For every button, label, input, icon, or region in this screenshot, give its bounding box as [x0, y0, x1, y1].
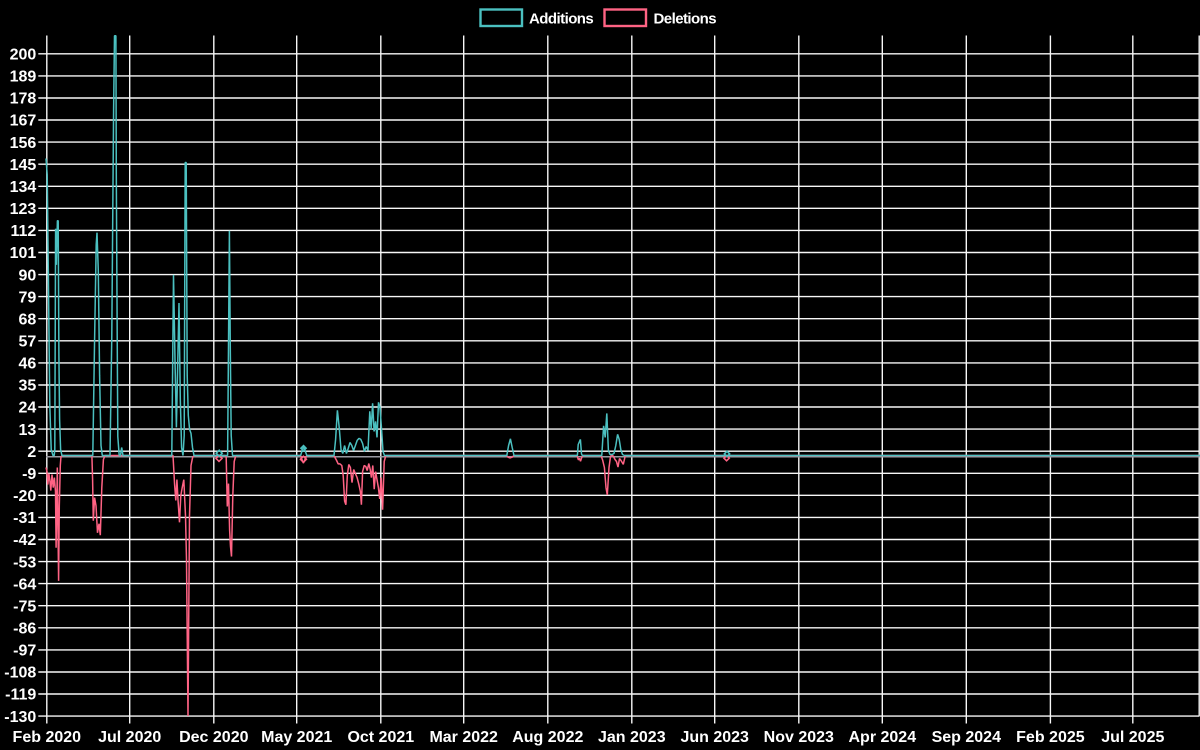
- svg-text:Apr 2024: Apr 2024: [849, 729, 917, 746]
- svg-text:2: 2: [27, 444, 36, 461]
- svg-text:Mar 2022: Mar 2022: [429, 729, 498, 746]
- svg-text:-64: -64: [13, 576, 36, 593]
- svg-text:145: 145: [10, 157, 37, 174]
- svg-text:Oct 2021: Oct 2021: [347, 729, 414, 746]
- svg-text:Nov 2023: Nov 2023: [764, 729, 834, 746]
- svg-text:-20: -20: [13, 488, 36, 505]
- svg-text:Feb 2020: Feb 2020: [13, 729, 82, 746]
- svg-text:May 2021: May 2021: [261, 729, 332, 746]
- svg-text:Jun 2023: Jun 2023: [680, 729, 749, 746]
- svg-text:Additions: Additions: [529, 10, 593, 27]
- svg-text:-119: -119: [5, 687, 36, 704]
- svg-text:200: 200: [10, 47, 37, 64]
- svg-text:123: 123: [10, 201, 37, 218]
- svg-text:178: 178: [10, 91, 37, 108]
- svg-text:68: 68: [19, 311, 37, 328]
- svg-text:Sep 2024: Sep 2024: [932, 729, 1001, 746]
- svg-text:24: 24: [19, 400, 37, 417]
- svg-text:Deletions: Deletions: [654, 10, 717, 27]
- svg-text:167: 167: [10, 113, 37, 130]
- svg-text:156: 156: [10, 135, 37, 152]
- svg-text:-130: -130: [4, 709, 36, 726]
- svg-text:112: 112: [10, 223, 36, 240]
- svg-text:-42: -42: [13, 532, 36, 549]
- svg-text:-97: -97: [13, 643, 36, 660]
- svg-text:101: 101: [10, 245, 37, 262]
- svg-text:Jul 2025: Jul 2025: [1101, 729, 1164, 746]
- svg-text:Feb 2025: Feb 2025: [1016, 729, 1085, 746]
- svg-text:-75: -75: [13, 598, 36, 615]
- svg-text:Jul 2020: Jul 2020: [98, 729, 161, 746]
- svg-text:90: 90: [19, 267, 37, 284]
- svg-text:-31: -31: [13, 510, 36, 527]
- svg-text:134: 134: [10, 179, 37, 196]
- svg-text:-9: -9: [22, 466, 36, 483]
- svg-text:Jan 2023: Jan 2023: [598, 729, 666, 746]
- svg-text:46: 46: [19, 356, 37, 373]
- svg-text:57: 57: [19, 334, 37, 351]
- svg-text:79: 79: [19, 289, 37, 306]
- svg-text:-53: -53: [13, 554, 36, 571]
- svg-text:13: 13: [19, 422, 37, 439]
- svg-text:-108: -108: [4, 665, 36, 682]
- svg-text:189: 189: [10, 69, 37, 86]
- svg-text:Aug 2022: Aug 2022: [512, 729, 583, 746]
- svg-text:-86: -86: [13, 621, 36, 638]
- svg-text:Dec 2020: Dec 2020: [179, 729, 248, 746]
- svg-text:35: 35: [19, 378, 37, 395]
